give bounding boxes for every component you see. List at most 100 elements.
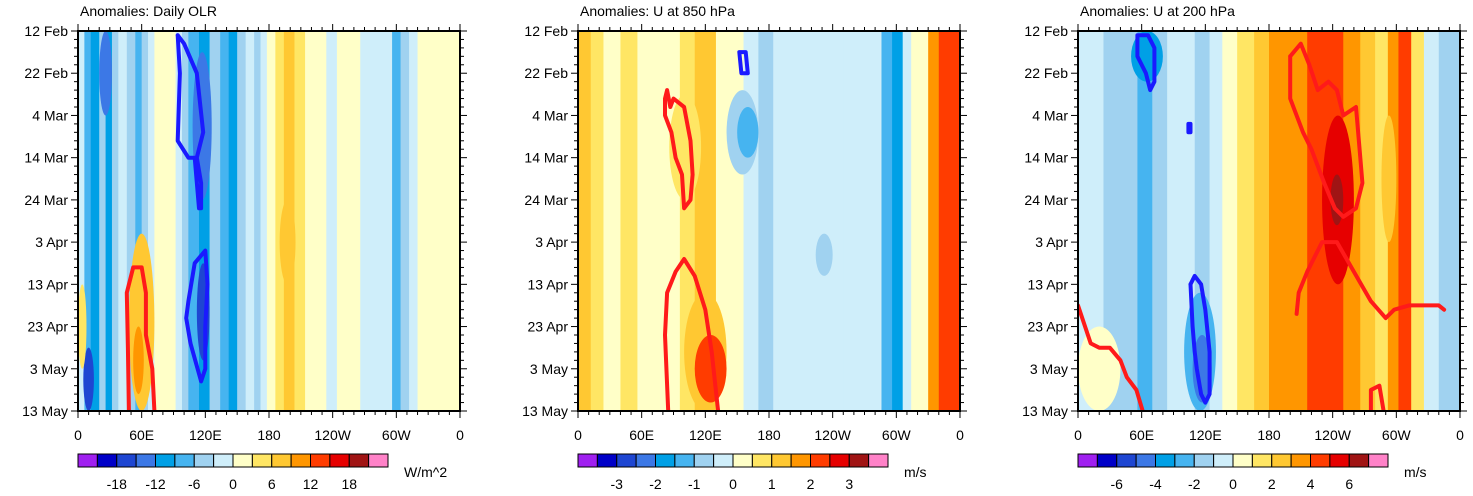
x-tick-label: 0 <box>456 427 464 443</box>
colorbar-label: 6 <box>1345 476 1353 492</box>
colorbar-label: -3 <box>611 476 624 492</box>
anomaly-band <box>902 31 912 411</box>
anomaly-band <box>1152 31 1168 411</box>
colorbar-box <box>596 453 618 468</box>
y-tick-label: 22 Feb <box>524 65 568 81</box>
x-tick-label: 0 <box>74 427 82 443</box>
anomaly-band <box>84 31 92 411</box>
anomaly-band <box>417 31 434 411</box>
colorbar-box <box>116 453 137 468</box>
colorbar-box <box>368 453 389 468</box>
panel-1: Anomalies: Daily OLR 12 Feb 22 Feb 4 Mar 14 … <box>22 3 467 492</box>
positive-contour <box>1288 41 1365 219</box>
colorbar-label: 3 <box>845 476 853 492</box>
panel-title: Anomalies: U at 850 hPa <box>580 3 735 19</box>
colorbar-box <box>713 453 734 468</box>
positive-contour <box>1368 383 1386 411</box>
anomaly-patch <box>99 31 112 116</box>
anomaly-band <box>928 31 940 411</box>
y-tick-label: 24 Mar <box>24 192 68 208</box>
plot-area <box>578 31 960 411</box>
positive-contour <box>1078 303 1145 411</box>
anomaly-band <box>843 31 866 411</box>
colorbar-box <box>577 453 598 468</box>
anomaly-band <box>1090 31 1105 411</box>
x-tick-label: 180 <box>257 427 281 443</box>
colorbar-box <box>1213 453 1234 468</box>
y-tick-label: 3 Apr <box>35 234 68 250</box>
negative-contour <box>1135 33 1157 93</box>
anomaly-band <box>175 31 183 411</box>
plot-area <box>1078 31 1460 411</box>
anomaly-band <box>1411 31 1425 411</box>
anomaly-band <box>90 31 100 411</box>
anomaly-band <box>141 31 149 411</box>
colorbar-box <box>868 453 889 468</box>
colorbar-box <box>1271 453 1292 468</box>
anomaly-band <box>667 31 681 411</box>
colorbar-label: 1 <box>768 476 776 492</box>
colorbar-box <box>751 453 773 468</box>
anomaly-band <box>432 31 446 411</box>
anomaly-band <box>135 31 143 411</box>
y-tick-label: 3 Apr <box>535 234 568 250</box>
anomaly-band <box>148 31 155 411</box>
colorbar-box <box>135 453 156 468</box>
colorbar-label: 0 <box>1229 476 1237 492</box>
anomaly-patch <box>279 199 296 285</box>
anomaly-band <box>370 31 383 411</box>
colorbar-box <box>193 453 215 468</box>
anomaly-band <box>637 31 653 411</box>
colorbar-box <box>155 453 176 468</box>
colorbar-box <box>635 453 656 468</box>
anomaly-band <box>392 31 402 411</box>
anomaly-band <box>800 31 823 411</box>
colorbar-label: 2 <box>807 476 815 492</box>
colorbar-label: 12 <box>303 476 319 492</box>
negative-contour <box>1188 273 1212 405</box>
colorbar-box <box>693 453 715 468</box>
x-tick-label: 180 <box>1257 427 1281 443</box>
anomaly-band <box>78 31 85 411</box>
colorbar-label: -2 <box>1188 476 1201 492</box>
colorbar-box <box>96 453 118 468</box>
colorbar-box <box>1155 453 1176 468</box>
colorbar-box <box>1193 453 1215 468</box>
anomaly-band <box>381 31 393 411</box>
y-tick-label: 3 Apr <box>1035 234 1068 250</box>
colorbar-box <box>1135 453 1156 468</box>
y-tick-label: 12 Feb <box>24 23 68 39</box>
x-tick-label: 60E <box>629 427 654 443</box>
colorbar-label: 0 <box>229 476 237 492</box>
x-tick-label: 180 <box>757 427 781 443</box>
plot-area <box>78 31 460 411</box>
colorbar-box <box>1348 453 1370 468</box>
colorbar-box <box>329 453 350 468</box>
anomaly-band <box>294 31 306 411</box>
anomaly-band <box>652 31 668 411</box>
anomaly-band <box>1209 31 1223 411</box>
colorbar: -18 -12 -6 0 6 12 18 W/m^2 <box>77 453 447 492</box>
anomaly-band <box>336 31 351 411</box>
colorbar-box <box>1116 453 1137 468</box>
colorbar-box <box>348 453 370 468</box>
anomaly-band <box>1307 31 1325 411</box>
positive-contour <box>124 265 157 411</box>
colorbar-label: -12 <box>145 476 165 492</box>
colorbar-box <box>848 453 870 468</box>
anomaly-band <box>892 31 904 411</box>
x-tick-label: 60W <box>882 427 912 443</box>
anomaly-band <box>167 31 177 411</box>
colorbar-box <box>1077 453 1098 468</box>
anomaly-patch <box>737 106 759 158</box>
anomaly-band <box>400 31 410 411</box>
colorbar-label: -4 <box>1149 476 1162 492</box>
x-tick-label: 0 <box>956 427 964 443</box>
colorbar-label: -2 <box>649 476 662 492</box>
positive-contour <box>1294 240 1447 321</box>
anomaly-band <box>209 31 221 411</box>
anomaly-band <box>409 31 419 411</box>
colorbar-box <box>232 453 253 468</box>
anomaly-band <box>315 31 327 411</box>
